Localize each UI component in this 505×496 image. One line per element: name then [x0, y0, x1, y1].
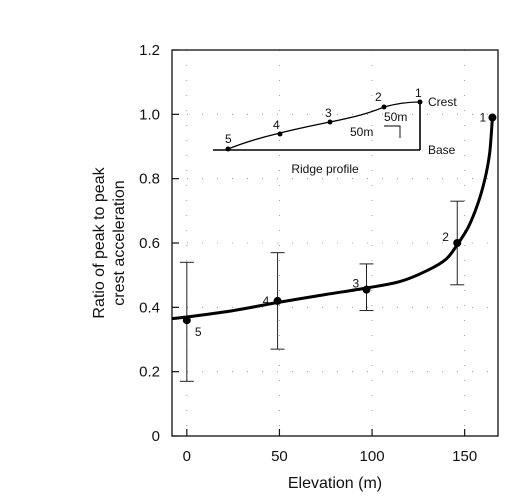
- inset-point-2: [381, 104, 387, 110]
- y-tick-label-2: 0.4: [139, 299, 160, 316]
- y-tick-label-6: 1.2: [139, 42, 160, 59]
- inset-crest-label: Crest: [428, 95, 457, 109]
- inset-label-4: 4: [273, 118, 280, 132]
- inset-label-3: 3: [325, 106, 332, 120]
- inset-point-1: [417, 99, 423, 105]
- x-tick-label-2: 100: [360, 448, 385, 465]
- inset-label-5: 5: [225, 132, 232, 146]
- error-bars: [179, 200, 465, 382]
- inset-base-label: Base: [428, 143, 456, 157]
- data-point-3: [362, 285, 371, 294]
- inset-point-4: [277, 131, 283, 137]
- x-axis-title: Elevation (m): [288, 475, 382, 492]
- ridge-profile-inset: 1 2 3 4 5 Crest Base 50m 50m Ridge profi…: [213, 86, 457, 176]
- inset-label-1: 1: [415, 86, 422, 100]
- y-axis-title-line2: crest acceleration: [111, 180, 128, 305]
- y-tick-label-3: 0.6: [139, 235, 160, 252]
- data-point-1: [488, 113, 497, 122]
- data-point-label-4: 4: [263, 294, 270, 308]
- data-point-5: [182, 316, 191, 325]
- x-tick-label-0: 0: [183, 448, 191, 465]
- y-tick-label-1: 0.2: [139, 364, 160, 381]
- inset-label-2: 2: [375, 90, 382, 104]
- inset-scale-vertical-label: 50m: [350, 125, 373, 139]
- y-tick-label-0: 0: [152, 428, 160, 445]
- y-axis-title-line1: Ratio of peak to peak: [91, 166, 108, 318]
- inset-point-5: [225, 146, 231, 152]
- data-point-label-1: 1: [479, 111, 486, 125]
- x-tick-label-1: 50: [271, 448, 288, 465]
- axis-ticks: 0 50 100 150 0 0.2 0.4 0.6 0.8 1.0 1.2: [139, 42, 477, 465]
- data-point-label-2: 2: [442, 230, 449, 244]
- inset-scale-bracket: [384, 125, 401, 138]
- data-point-label-5: 5: [195, 325, 202, 339]
- data-point-label-3: 3: [352, 277, 359, 291]
- x-tick-label-3: 150: [452, 448, 477, 465]
- data-points: 5 4 3 2 1: [182, 111, 497, 339]
- y-tick-label-4: 0.8: [139, 171, 160, 188]
- data-point-2: [453, 239, 462, 247]
- y-tick-label-5: 1.0: [139, 106, 160, 123]
- inset-scale-horizontal-label: 50m: [384, 110, 407, 124]
- fit-curve-line: [171, 117, 494, 321]
- inset-point-3: [327, 119, 333, 125]
- data-point-4: [273, 296, 282, 305]
- inset-title: Ridge profile: [291, 162, 359, 176]
